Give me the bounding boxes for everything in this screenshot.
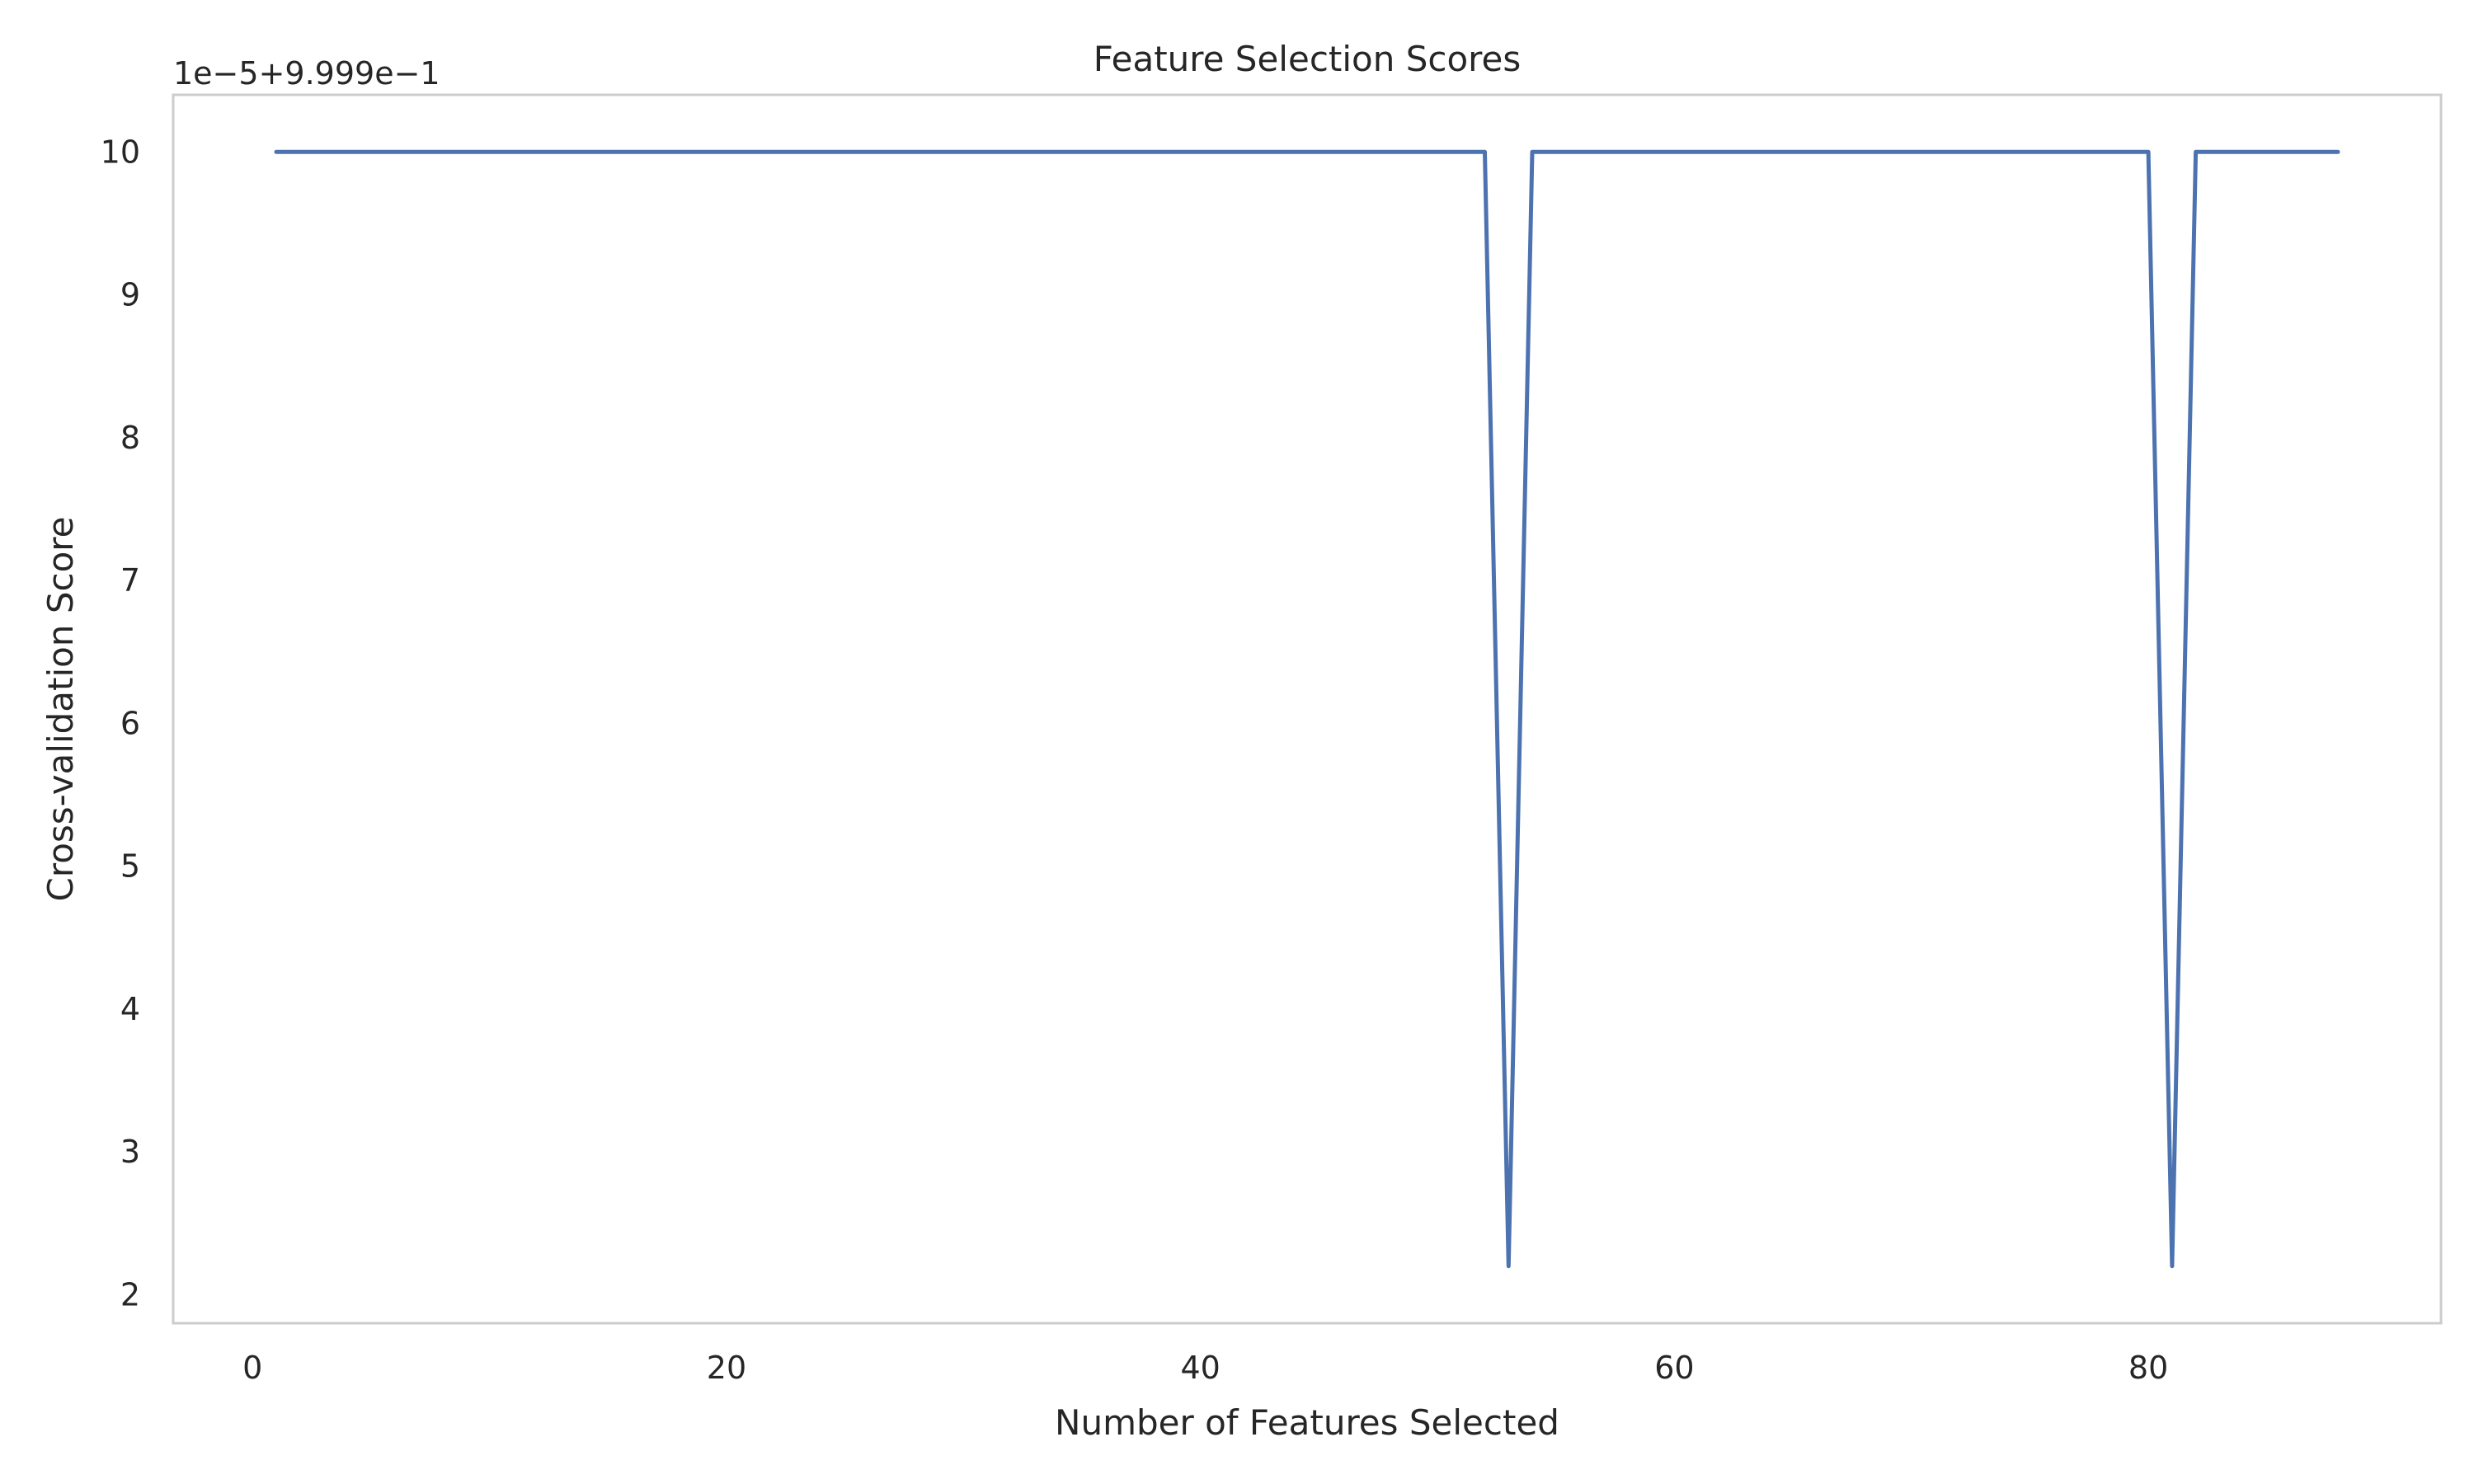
y-tick-label: 4 (120, 991, 140, 1027)
x-tick-label: 60 (1654, 1350, 1694, 1386)
y-tick-label: 9 (120, 277, 140, 313)
y-axis-ticks: 2 3 4 5 6 7 8 9 10 (101, 134, 140, 1313)
y-axis-label: Cross-validation Score (40, 517, 81, 902)
y-axis-offset-label: 1e−5+9.999e−1 (173, 55, 440, 92)
x-axis-label: Number of Features Selected (1055, 1402, 1559, 1443)
chart-title: Feature Selection Scores (1094, 39, 1521, 79)
x-tick-label: 20 (707, 1350, 746, 1386)
y-tick-label: 3 (120, 1134, 140, 1170)
x-tick-label: 80 (2128, 1350, 2168, 1386)
plot-area-frame (172, 93, 2443, 1325)
y-tick-label: 2 (120, 1276, 140, 1313)
x-tick-label: 40 (1181, 1350, 1221, 1386)
series-line (274, 149, 2340, 1269)
x-axis-ticks: 0 20 40 60 80 (242, 1350, 2168, 1386)
series-layer (274, 149, 2340, 1269)
y-tick-label: 8 (120, 420, 140, 456)
x-tick-label: 0 (242, 1350, 262, 1386)
y-tick-label: 5 (120, 848, 140, 885)
y-tick-label: 6 (120, 705, 140, 741)
y-tick-label: 10 (101, 134, 140, 170)
y-tick-label: 7 (120, 562, 140, 599)
